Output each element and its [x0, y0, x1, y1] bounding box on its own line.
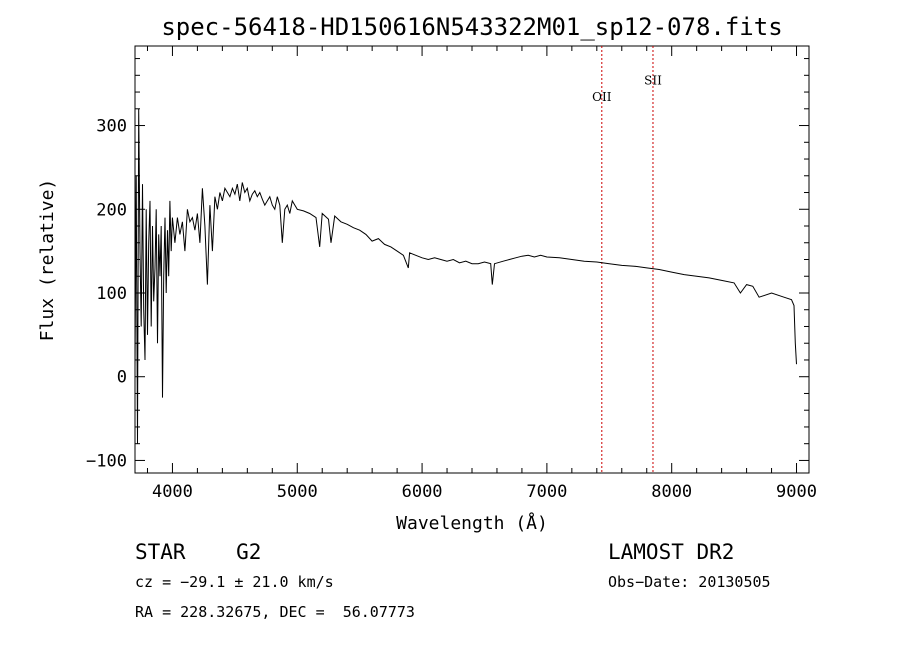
- x-tick-label: 9000: [776, 482, 817, 502]
- plot-frame: [134, 45, 810, 474]
- spectrum-line: [134, 108, 797, 444]
- chart-title: spec-56418-HD150616N543322M01_sp12-078.f…: [161, 13, 782, 41]
- y-axis: −100 0 100 200 300: [86, 58, 809, 471]
- spectrum-series: [134, 108, 797, 444]
- x-axis-label: Wavelength (Å): [396, 512, 548, 534]
- annotation-label: SII: [644, 73, 662, 87]
- object-class: STAR G2: [135, 540, 262, 564]
- annotation-label: OII: [592, 90, 612, 104]
- ra-dec: RA = 228.32675, DEC = 56.07773: [135, 603, 415, 621]
- y-tick-label: 0: [117, 368, 127, 388]
- x-tick-label: 5000: [277, 482, 318, 502]
- x-tick-label: 6000: [402, 482, 443, 502]
- y-tick-label: 100: [96, 284, 127, 304]
- line-annotations: OII SII: [592, 46, 662, 473]
- redshift-cz: cz = −29.1 ± 21.0 km/s: [135, 573, 334, 591]
- observation-date: Obs−Date: 20130505: [608, 573, 771, 591]
- plot-border: [134, 45, 810, 474]
- y-tick-label: 200: [96, 200, 127, 220]
- x-tick-label: 7000: [526, 482, 567, 502]
- x-tick-label: 4000: [152, 482, 193, 502]
- survey-name: LAMOST DR2: [608, 540, 735, 564]
- y-tick-label: −100: [86, 451, 127, 471]
- y-axis-label: Flux (relative): [37, 179, 58, 342]
- y-tick-label: 300: [96, 117, 127, 137]
- x-tick-label: 8000: [651, 482, 692, 502]
- x-axis: 4000 5000 6000 7000 8000 9000: [146, 46, 817, 502]
